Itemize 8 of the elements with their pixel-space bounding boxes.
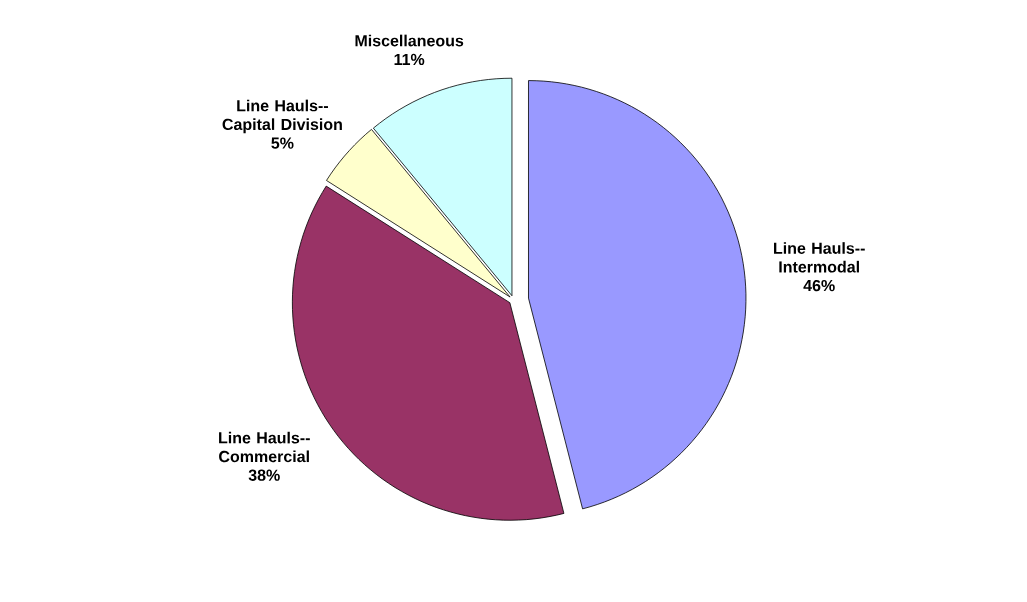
slice-label: Line Hauls-- Capital Division — [222, 99, 342, 134]
data-label: 46% — [803, 279, 835, 292]
data-label: 5% — [271, 137, 294, 149]
data-label: 38% — [248, 469, 280, 481]
slice-label: Miscellaneous — [355, 34, 464, 47]
data-label: 11% — [394, 53, 425, 65]
slice-label: Line Hauls-- Intermodal — [774, 242, 865, 273]
slice-label: Line Hauls-- Commercial — [219, 431, 310, 463]
